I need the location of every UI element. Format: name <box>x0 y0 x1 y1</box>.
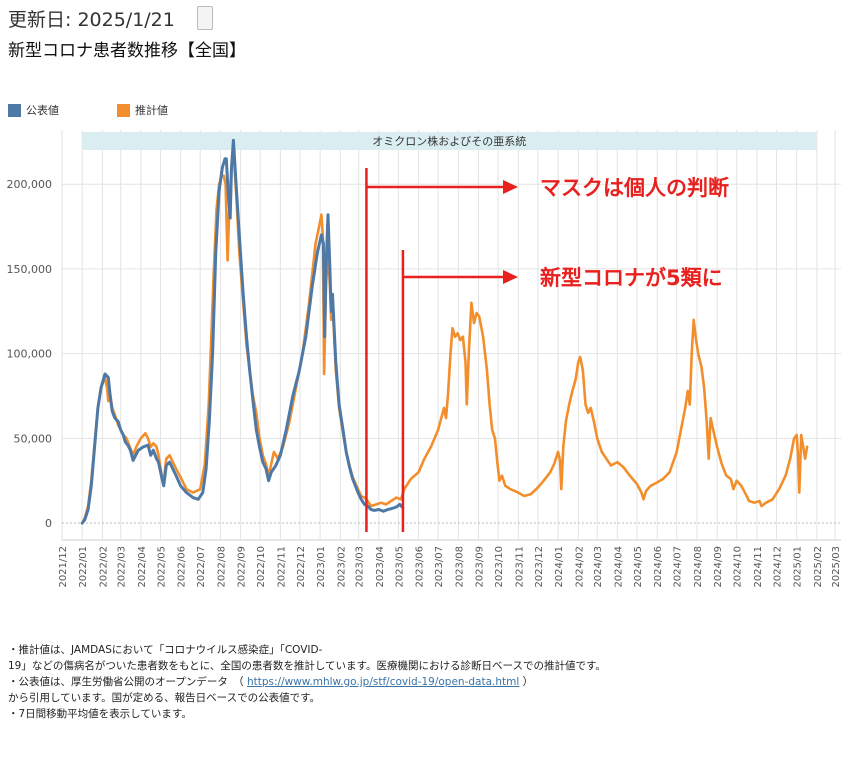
x-tick-label: 2024/01 <box>554 546 565 588</box>
x-tick-label: 2022/06 <box>177 546 188 588</box>
omicron-band-label: オミクロン株およびその亜系統 <box>372 134 526 148</box>
x-tick-label: 2025/01 <box>793 546 804 588</box>
series-line-published <box>80 138 405 525</box>
x-tick-label: 2024/05 <box>633 546 644 588</box>
updated-date: 更新日: 2025/1/21 <box>8 8 175 31</box>
legend-item-estimated[interactable]: 推計値 <box>117 102 168 118</box>
x-tick-label: 2022/09 <box>237 546 248 588</box>
x-tick-label: 2023/12 <box>534 546 545 588</box>
x-tick-label: 2023/04 <box>375 546 386 588</box>
note-line-3: ・公表値は、厚生労働省公開のオープンデータ （ https://www.mhlw… <box>8 674 838 690</box>
notes: ・推計値は、JAMDASにおいて「コロナウイルス感染症」「COVID- 19」な… <box>8 642 838 722</box>
annotation-arrowhead-1 <box>503 180 518 194</box>
legend-swatch-published <box>8 103 21 117</box>
x-tick-label: 2022/10 <box>256 546 267 588</box>
x-tick-label: 2023/02 <box>336 546 347 588</box>
x-tick-label: 2023/10 <box>494 546 505 588</box>
line-chart[interactable]: 2021/12 2022/01 2022/02 2022/03 2022/04 2022/… <box>0 120 844 610</box>
update-row: 更新日: 2025/1/21 <box>8 4 213 32</box>
legend-label-estimated: 推計値 <box>135 104 168 117</box>
note-line-5: ・7日間移動平均値を表示しています。 <box>8 708 192 720</box>
x-tick-label: 2023/11 <box>514 546 525 588</box>
date-selector-box[interactable] <box>196 6 213 30</box>
legend-swatch-estimated <box>117 103 130 117</box>
y-tick-label: 100,000 <box>7 348 53 361</box>
series-line-estimated <box>80 149 809 525</box>
x-tick-label: 2024/09 <box>713 546 724 588</box>
legend: 公表値 推計値 <box>8 102 226 118</box>
x-tick-label: 2024/08 <box>693 546 704 588</box>
x-tick-label: 2023/01 <box>316 546 327 588</box>
y-tick-label: 200,000 <box>7 178 53 191</box>
x-tick-label: 2023/09 <box>475 546 486 588</box>
legend-item-published[interactable]: 公表値 <box>8 102 59 118</box>
x-tick-label: 2024/03 <box>593 546 604 588</box>
annotation-arrowhead-2 <box>503 270 518 284</box>
note-line-1: ・推計値は、JAMDASにおいて「コロナウイルス感染症」「COVID- <box>8 644 323 656</box>
legend-label-published: 公表値 <box>26 104 59 117</box>
x-tick-label: 2022/04 <box>137 546 148 588</box>
x-tick-label: 2023/06 <box>415 546 426 588</box>
x-tick-label: 2022/08 <box>216 546 227 588</box>
x-tick-label: 2024/11 <box>753 546 764 588</box>
note-line-3-suffix: ） <box>522 676 534 688</box>
x-tick-label: 2024/07 <box>673 546 684 588</box>
x-tick-label: 2022/02 <box>98 546 109 588</box>
x-tick-label: 2025/02 <box>813 546 824 588</box>
x-tick-label: 2022/11 <box>276 546 287 588</box>
x-tick-label: 2023/07 <box>434 546 445 588</box>
open-data-link[interactable]: https://www.mhlw.go.jp/stf/covid-19/open… <box>246 676 520 688</box>
y-tick-label: 150,000 <box>7 263 53 276</box>
omicron-band <box>82 132 817 150</box>
x-tick-label: 2022/03 <box>117 546 128 588</box>
x-tick-label: 2022/07 <box>196 546 207 588</box>
x-tick-label: 2024/02 <box>574 546 585 588</box>
chart-title: 新型コロナ患者数推移【全国】 <box>8 41 246 61</box>
note-line-4: から引用しています。国が定める、報告日ベースでの公表値です。 <box>8 692 321 704</box>
x-tick-label: 2022/05 <box>156 546 167 588</box>
note-line-2: 19」などの傷病名がついた患者数をもとに、全国の患者数を推計しています。医療機関… <box>8 660 606 672</box>
annotation-label-2: 新型コロナが5類に <box>540 266 723 290</box>
y-tick-label: 0 <box>45 517 52 530</box>
x-tick-label: 2022/01 <box>78 546 89 588</box>
x-tick-label: 2021/12 <box>58 546 69 588</box>
x-tick-label: 2025/03 <box>831 546 842 588</box>
annotation-label-1: マスクは個人の判断 <box>540 176 729 200</box>
x-tick-label: 2024/12 <box>772 546 783 588</box>
x-tick-label: 2024/10 <box>733 546 744 588</box>
y-tick-label: 50,000 <box>14 432 53 445</box>
x-tick-label: 2022/12 <box>296 546 307 588</box>
x-tick-label: 2023/08 <box>454 546 465 588</box>
x-tick-label: 2023/03 <box>355 546 366 588</box>
note-line-3-prefix: ・公表値は、厚生労働省公開のオープンデータ （ <box>8 676 244 688</box>
x-tick-label: 2024/04 <box>613 546 624 588</box>
x-tick-label: 2024/06 <box>653 546 664 588</box>
x-tick-label: 2023/05 <box>394 546 405 588</box>
